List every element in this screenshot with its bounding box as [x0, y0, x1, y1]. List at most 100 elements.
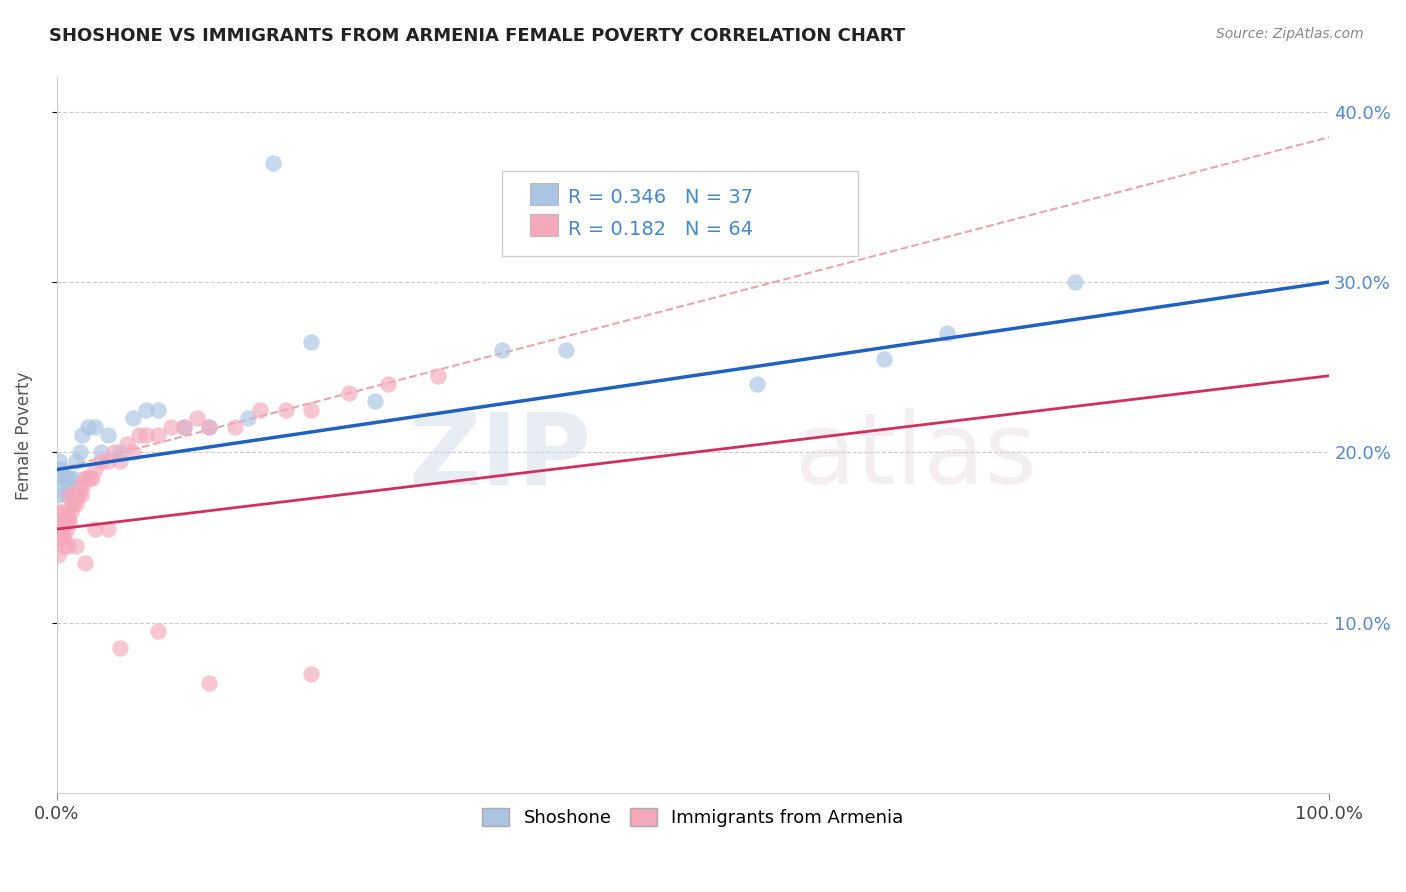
Point: [122, 445, 145, 459]
Point: [198, 420, 221, 434]
Point: [377, 377, 399, 392]
Text: R = 0.346   N = 37: R = 0.346 N = 37: [568, 188, 754, 207]
Point: [65, 497, 87, 511]
Point: [96, 522, 118, 536]
Point: [53, 514, 76, 528]
Point: [46, 522, 69, 536]
Point: [198, 420, 221, 434]
Point: [198, 675, 221, 690]
Point: [77, 420, 100, 434]
Point: [58, 514, 80, 528]
Point: [299, 667, 322, 681]
Point: [148, 428, 170, 442]
Point: [52, 471, 75, 485]
Point: [49, 479, 72, 493]
Point: [55, 488, 77, 502]
Point: [63, 488, 86, 502]
Point: [135, 428, 157, 442]
Point: [135, 402, 157, 417]
Point: [59, 488, 82, 502]
Point: [51, 531, 73, 545]
Point: [173, 420, 195, 434]
Point: [115, 437, 138, 451]
Text: SHOSHONE VS IMMIGRANTS FROM ARMENIA FEMALE POVERTY CORRELATION CHART: SHOSHONE VS IMMIGRANTS FROM ARMENIA FEMA…: [49, 27, 905, 45]
Point: [69, 488, 91, 502]
Text: R = 0.182   N = 64: R = 0.182 N = 64: [568, 219, 754, 239]
Point: [48, 454, 70, 468]
Bar: [530, 214, 558, 236]
Point: [53, 531, 76, 545]
Point: [160, 420, 183, 434]
Point: [58, 488, 80, 502]
Point: [56, 479, 79, 493]
Point: [60, 497, 83, 511]
Point: [873, 351, 896, 366]
Point: [46, 462, 69, 476]
Point: [56, 471, 79, 485]
Text: ZIP: ZIP: [408, 409, 591, 506]
Point: [249, 402, 271, 417]
Point: [83, 420, 105, 434]
Point: [52, 514, 75, 528]
Point: [110, 454, 132, 468]
Point: [491, 343, 513, 358]
Point: [79, 471, 101, 485]
Point: [186, 411, 208, 425]
Point: [52, 522, 75, 536]
Text: Source: ZipAtlas.com: Source: ZipAtlas.com: [1216, 27, 1364, 41]
Point: [66, 488, 89, 502]
Text: atlas: atlas: [794, 409, 1036, 506]
Point: [122, 411, 145, 425]
Point: [56, 522, 79, 536]
Point: [83, 462, 105, 476]
Point: [745, 377, 768, 392]
Point: [49, 505, 72, 519]
Point: [65, 539, 87, 553]
Point: [83, 522, 105, 536]
Point: [173, 420, 195, 434]
Point: [236, 411, 259, 425]
Point: [70, 479, 93, 493]
Point: [70, 428, 93, 442]
Point: [58, 471, 80, 485]
Point: [48, 488, 70, 502]
Point: [148, 624, 170, 639]
Point: [62, 471, 84, 485]
Point: [56, 539, 79, 553]
Point: [46, 548, 69, 562]
Point: [337, 385, 360, 400]
Point: [60, 488, 83, 502]
Point: [69, 445, 91, 459]
Point: [65, 454, 87, 468]
Legend: Shoshone, Immigrants from Armenia: Shoshone, Immigrants from Armenia: [475, 801, 911, 834]
Point: [51, 505, 73, 519]
Point: [82, 471, 104, 485]
Point: [103, 445, 125, 459]
Point: [224, 420, 246, 434]
Point: [148, 402, 170, 417]
Point: [90, 445, 112, 459]
Point: [73, 471, 96, 485]
Y-axis label: Female Poverty: Female Poverty: [15, 371, 32, 500]
Point: [62, 497, 84, 511]
Point: [364, 394, 387, 409]
Point: [55, 514, 77, 528]
Point: [299, 334, 322, 349]
Bar: [530, 183, 558, 205]
Point: [56, 505, 79, 519]
Point: [73, 556, 96, 570]
Point: [53, 539, 76, 553]
Point: [299, 402, 322, 417]
Point: [48, 514, 70, 528]
Point: [96, 454, 118, 468]
Point: [1063, 275, 1085, 289]
Point: [48, 531, 70, 545]
Point: [90, 454, 112, 468]
Point: [427, 368, 450, 383]
Point: [128, 428, 150, 442]
Point: [554, 343, 576, 358]
Point: [76, 471, 98, 485]
Point: [53, 471, 76, 485]
Point: [262, 155, 284, 169]
Point: [96, 428, 118, 442]
